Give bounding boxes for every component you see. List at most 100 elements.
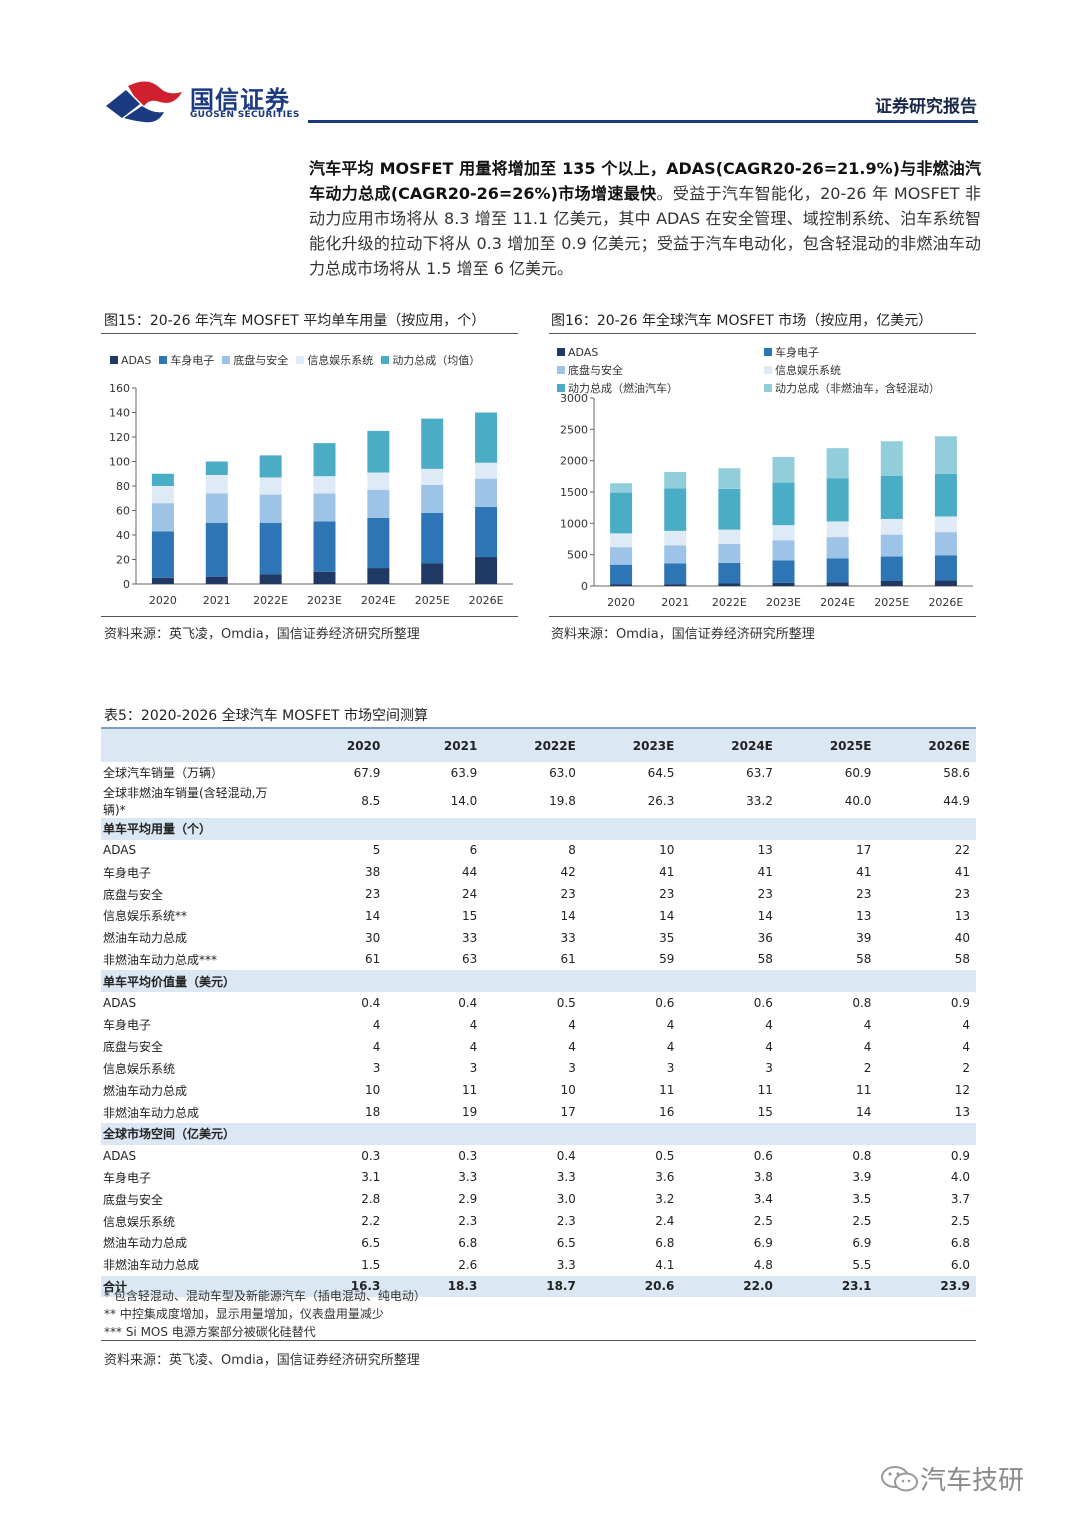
x-tick-label: 2023E [766, 596, 801, 609]
bar-segment [259, 455, 282, 478]
table-row: 非燃油车动力总成 1.5 2.6 3.3 4.1 4.8 5.5 6.0 [101, 1254, 976, 1276]
table-cell: 18.3 [386, 1275, 484, 1298]
table-cell: 16 [659, 1105, 675, 1120]
table-cell: 6.5 [556, 1235, 576, 1250]
header-divider [308, 120, 978, 123]
table-cell: 2 [863, 1061, 872, 1076]
table-cell: 14 [659, 908, 675, 923]
bar-segment [610, 547, 633, 565]
bar-segment [421, 468, 444, 485]
table-note: * 包含轻混动、混动车型及新能源汽车（插电混动、纯电动） [104, 1289, 426, 1303]
table-cell: 40 [954, 930, 970, 945]
table-cell: 33 [560, 930, 576, 945]
bar-segment [664, 471, 687, 489]
table-cell: 6.8 [950, 1235, 970, 1250]
table-cell: 0.3 [458, 1148, 478, 1163]
bar-segment [313, 443, 336, 477]
table-cell: 4.0 [950, 1170, 970, 1185]
x-tick-label: 2022E [253, 594, 288, 607]
legend-item: ADAS [557, 344, 764, 360]
table-cell [581, 1122, 681, 1145]
table-row: 全球汽车销量（万辆） 67.9 63.9 63.0 64.5 63.7 60.9 58.6 [101, 762, 976, 784]
y-tick-label: 120 [109, 431, 130, 444]
bar-segment [151, 531, 174, 578]
column-header-blank [101, 727, 290, 762]
table-cell: 0.4 [556, 1148, 576, 1163]
row-label: 单车平均用量（个） [101, 817, 290, 840]
fig16-source: 资料来源：Omdia，国信证券经济研究所整理 [551, 627, 815, 642]
fig15-legend: ADAS 车身电子 底盘与安全 信息娱乐系统 动力总成（均值） [110, 352, 520, 368]
bar-segment [772, 482, 795, 526]
row-label: 非燃油车动力总成 [103, 1105, 200, 1120]
bar-segment [610, 483, 633, 493]
table-cell: 41 [856, 865, 872, 880]
legend-item: 动力总成（均值） [381, 352, 480, 368]
fig16-caption: 图16：20-26 年全球汽车 MOSFET 市场（按应用，亿美元） [551, 313, 933, 329]
bar-segment [664, 488, 687, 531]
bar-segment [934, 555, 957, 581]
table-cell: 6.9 [852, 1235, 872, 1250]
column-header: 2026E [877, 727, 976, 762]
fig15-source: 资料来源：英飞凌，Omdia，国信证券经济研究所整理 [104, 627, 420, 642]
table-cell: 4 [765, 1039, 773, 1054]
bar-segment [475, 557, 498, 584]
bar-segment [934, 532, 957, 556]
row-label: 非燃油车动力总成 [103, 1258, 200, 1273]
table-cell: 26.3 [647, 793, 675, 808]
legend-item: 信息娱乐系统 [296, 352, 373, 368]
table-cell: 4 [863, 1039, 872, 1054]
bar-segment [259, 574, 282, 584]
table-cell: 64.5 [647, 765, 675, 780]
legend-item: ADAS [110, 352, 151, 368]
bar-segment [313, 571, 336, 584]
brand-name-cn: 国信证券 [190, 86, 290, 114]
table-cell [483, 817, 582, 840]
table-cell: 2.3 [458, 1214, 478, 1229]
bar-segment [475, 506, 498, 558]
y-tick-label: 2500 [560, 423, 588, 436]
table-cell: 3 [372, 1061, 381, 1076]
table-cell: 2.8 [361, 1192, 381, 1207]
table-cell: 30 [365, 930, 381, 945]
bar-segment [826, 537, 849, 559]
table-cell: 11 [856, 1083, 872, 1098]
table-cell: 6.9 [753, 1235, 773, 1250]
table-cell: 58.6 [943, 765, 970, 780]
bar-segment [664, 584, 687, 586]
table-cell [483, 1122, 582, 1145]
table-cell: 0.4 [458, 996, 478, 1011]
table-cell: 23 [560, 887, 576, 902]
table-cell: 63 [462, 952, 478, 967]
bar-segment [772, 456, 795, 483]
table-cell: 3.2 [655, 1192, 675, 1207]
bar-segment [421, 484, 444, 513]
table-cell: 2.6 [458, 1257, 478, 1272]
table-row: 全球非燃油车销量(含轻混动,万辆)* 8.5 14.0 19.8 26.3 33.2 40.… [101, 784, 976, 818]
table-cell: 17 [560, 1105, 576, 1120]
table-cell: 3 [568, 1061, 576, 1076]
table-cell: 10 [659, 843, 675, 858]
table-cell: 17 [856, 843, 872, 858]
legend-item: 底盘与安全 [557, 362, 764, 378]
watermark: 汽车技研 [880, 1460, 1024, 1497]
table-cell: 10 [365, 1083, 381, 1098]
table-cell: 3.7 [950, 1192, 970, 1207]
bar-segment [205, 474, 228, 494]
table-cell: 2.9 [458, 1192, 478, 1207]
table-cell: 61 [365, 952, 381, 967]
table-cell: 18.7 [483, 1275, 582, 1298]
x-tick-label: 2024E [361, 594, 396, 607]
legend-item: 底盘与安全 [222, 352, 288, 368]
table-cell: 63.0 [549, 765, 576, 780]
table-cell: 5 [372, 843, 381, 858]
table-cell: 33 [462, 930, 478, 945]
y-tick-label: 40 [116, 529, 130, 542]
x-tick-label: 2020 [149, 594, 177, 607]
bar-segment [826, 521, 849, 538]
table-cell: 6.0 [950, 1257, 970, 1272]
bar-segment [772, 582, 795, 586]
table-cell [483, 970, 582, 993]
bar-segment [934, 516, 957, 533]
bar-segment [205, 576, 228, 584]
bar-segment [664, 563, 687, 585]
